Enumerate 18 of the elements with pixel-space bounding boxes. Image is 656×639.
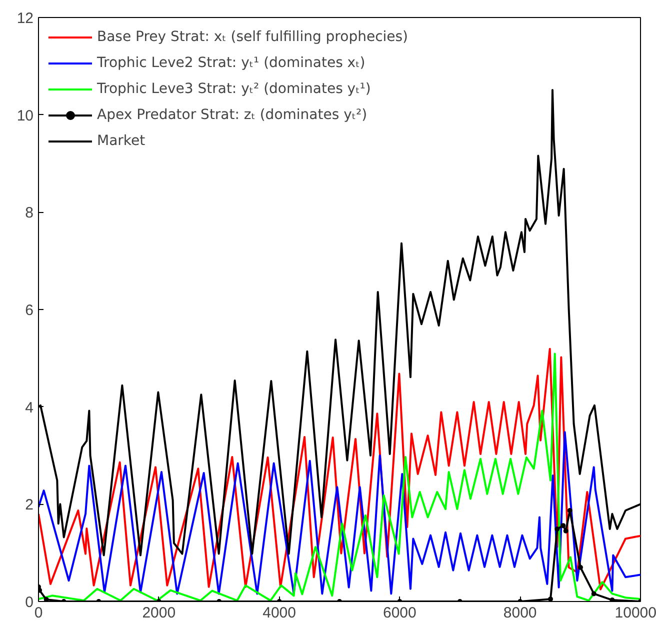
x-tick-label: 10000 [614, 604, 656, 622]
y-tick-label: 12 [16, 10, 34, 27]
y-tick-label: 8 [25, 204, 34, 222]
legend-label: Trophic Leve3 Strat: yₜ² (dominates yₜ¹) [97, 81, 371, 97]
x-tick-label: 2000 [142, 604, 176, 622]
legend-label: Trophic Leve2 Strat: yₜ¹ (dominates xₜ) [97, 55, 366, 71]
legend-label: Apex Predator Strat: zₜ (dominates yₜ²) [97, 107, 368, 123]
line-series [38, 431, 640, 595]
y-tick-label: 4 [25, 399, 34, 416]
x-tick-label: 4000 [262, 604, 296, 622]
x-tick-label: 8000 [503, 604, 537, 622]
y-tick-label: 6 [25, 302, 34, 319]
y-tick-label: 10 [16, 107, 34, 124]
y-tick-label: 0 [25, 594, 34, 611]
x-tick-label: 6000 [383, 604, 416, 622]
y-tick-label: 2 [25, 496, 34, 514]
legend-label: Market [97, 133, 146, 149]
legend-label: Base Prey Strat: xₜ (self fulfilling prophecies) [97, 29, 408, 45]
